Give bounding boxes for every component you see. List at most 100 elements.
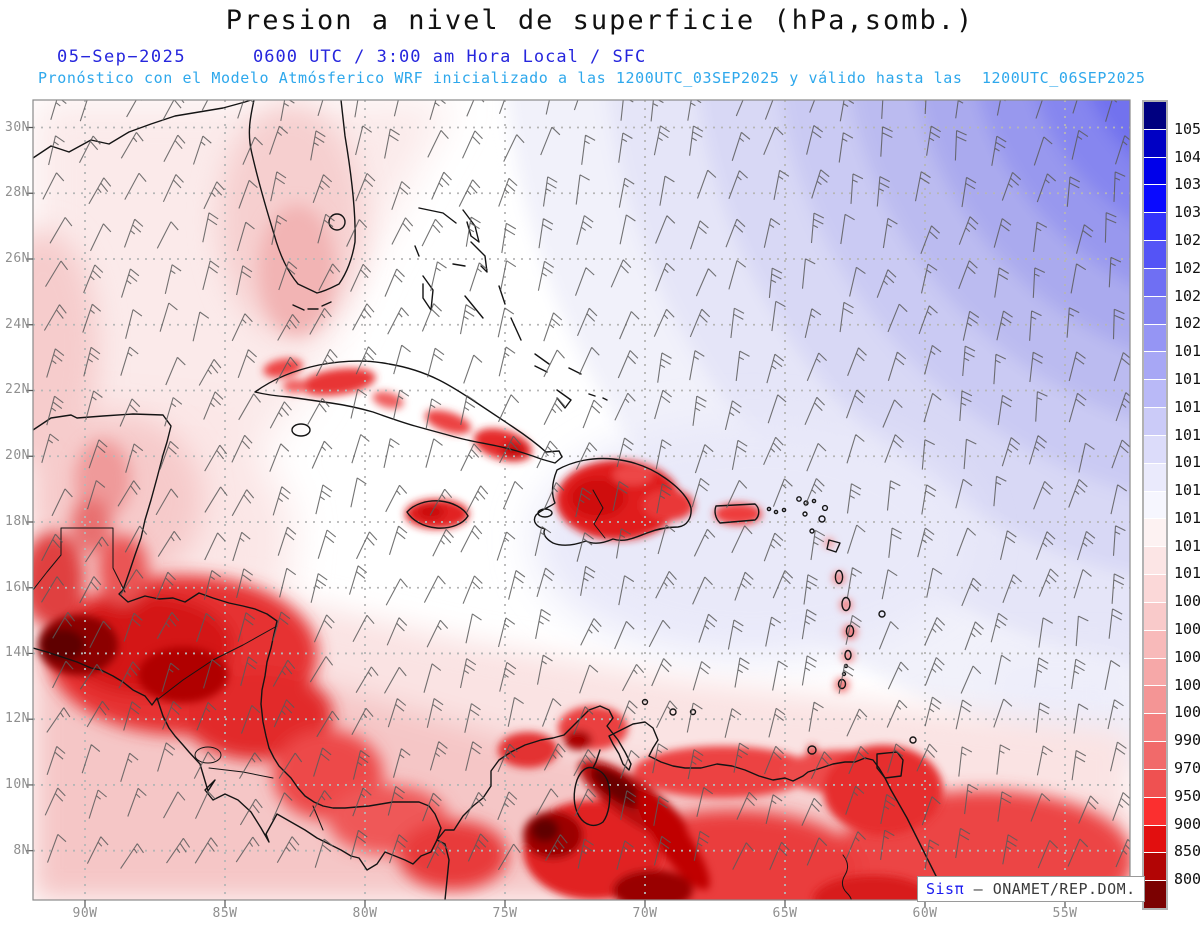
us-gulf-coast [33,100,252,159]
lat-label-20N: 20N [5,448,30,464]
lon-label-65W: 65W [772,906,798,921]
colorbar-cell-22 [1144,714,1166,743]
watermark: Sisπ — ONAMET/REP.DOM. [917,876,1145,902]
graticule-dotted-lines [33,100,1130,900]
colorbar-cell-26 [1144,825,1166,854]
lat-label-30N: 30N [5,119,30,135]
puerto-rico-coastline [714,503,760,524]
jamaica-coastline [406,500,469,529]
florida-keys [292,301,332,311]
pressure-map [23,90,1140,910]
pressure-map-canvas [26,99,1131,907]
colorbar-label-1017: 1017 [1174,397,1200,416]
axis-ticks [26,126,1066,907]
lon-label-55W: 55W [1052,906,1078,921]
colorbar-cell-24 [1144,769,1166,798]
lat-label-24N: 24N [5,316,30,332]
colorbar-label-1040: 1040 [1174,147,1200,166]
forecast-model-line: Pronóstico con el Modelo Atmósferico WRF… [38,69,1146,87]
lat-label-12N: 12N [5,711,30,727]
colorbar-label-1010: 1010 [1174,564,1200,583]
colorbar-label-1013: 1013 [1174,508,1200,527]
colorbar-cell-20 [1144,658,1166,687]
colorbar-cell-10 [1144,380,1166,409]
colorbar-cell-21 [1144,686,1166,715]
south-america-north-coast [436,705,946,900]
wind-barb-strokes [41,100,1130,871]
colorbar-cell-12 [1144,435,1166,464]
graticule-gridlines [33,100,1130,900]
low-pressure-shading [33,100,1130,900]
colorbar-cell-2 [1144,157,1166,186]
colorbar-label-1006: 1006 [1174,620,1200,639]
colorbar-label-850: 850 [1174,842,1200,861]
lat-label-10N: 10N [5,776,30,792]
colorbar-label-900: 900 [1174,814,1200,833]
lon-label-85W: 85W [212,906,238,921]
colorbar-label-1050: 1050 [1174,119,1200,138]
colorbar-label-970: 970 [1174,759,1200,778]
lat-label-16N: 16N [5,579,30,595]
colorbar-cell-9 [1144,352,1166,381]
lat-label-14N: 14N [5,645,30,661]
colorbar-label-1030: 1030 [1174,203,1200,222]
colorbar-label-1020: 1020 [1174,314,1200,333]
hispaniola-coastline [533,457,692,546]
colorbar-label-950: 950 [1174,786,1200,805]
colorbar-label-1022: 1022 [1174,286,1200,305]
colorbar-label-1018: 1018 [1174,369,1200,388]
colorbar-cell-28 [1144,881,1166,909]
colorbar-label-990: 990 [1174,731,1200,750]
colorbar-cell-11 [1144,408,1166,436]
abc-islands [641,698,817,755]
central-america-caribbean-coast [33,413,442,841]
haiti-dr-border [592,489,606,539]
colorbar-cell-17 [1144,575,1166,603]
lat-label-8N: 8N [13,842,30,858]
orinoco-river [841,854,852,900]
colorbar-cell-19 [1144,630,1166,659]
colorbar-label-1004: 1004 [1174,647,1200,666]
colorbar-label-1019: 1019 [1174,342,1200,361]
lat-label-26N: 26N [5,250,30,266]
lon-label-75W: 75W [492,906,518,921]
colorbar-cell-4 [1144,213,1166,242]
colorbar-label-1002: 1002 [1174,675,1200,694]
colorbar-cell-7 [1144,296,1166,325]
watermark-brand: Sisπ [926,880,965,898]
pressure-colorbar [1142,100,1168,910]
lat-label-18N: 18N [5,513,30,529]
cuba-coastline [254,360,563,464]
map-frame [32,99,1131,901]
gonave-island [537,508,553,518]
colorbar-label-1016: 1016 [1174,425,1200,444]
valid-date: 05−Sep−2025 [57,47,187,67]
colorbar-label-1008: 1008 [1174,592,1200,611]
colorbar-cell-23 [1144,742,1166,770]
lat-label-22N: 22N [5,382,30,398]
colorbar-cell-6 [1144,268,1166,297]
colorbar-cell-5 [1144,241,1166,269]
page-title: Presion a nivel de superficie (hPa,somb.… [225,5,975,36]
wind-barbs [41,100,1130,871]
colorbar-cell-15 [1144,519,1166,548]
lat-label-28N: 28N [5,185,30,201]
lon-label-90W: 90W [72,906,98,921]
colombia-pacific-coast [436,839,450,900]
colorbar-label-1012: 1012 [1174,536,1200,555]
colorbar-cell-3 [1144,185,1166,214]
colorbar-cell-25 [1144,797,1166,826]
colorbar-cell-1 [1144,129,1166,158]
lon-label-60W: 60W [912,906,938,921]
isla-juventud [291,423,311,437]
colorbar-label-1014: 1014 [1174,481,1200,500]
colorbar-cell-27 [1144,853,1166,882]
colorbar-label-1000: 1000 [1174,703,1200,722]
colorbar-cell-13 [1144,463,1166,492]
lon-label-70W: 70W [632,906,658,921]
colorbar-label-1035: 1035 [1174,175,1200,194]
virgin-islands [766,506,787,515]
colorbar-label-1028: 1028 [1174,230,1200,249]
colorbar-cell-16 [1144,547,1166,576]
